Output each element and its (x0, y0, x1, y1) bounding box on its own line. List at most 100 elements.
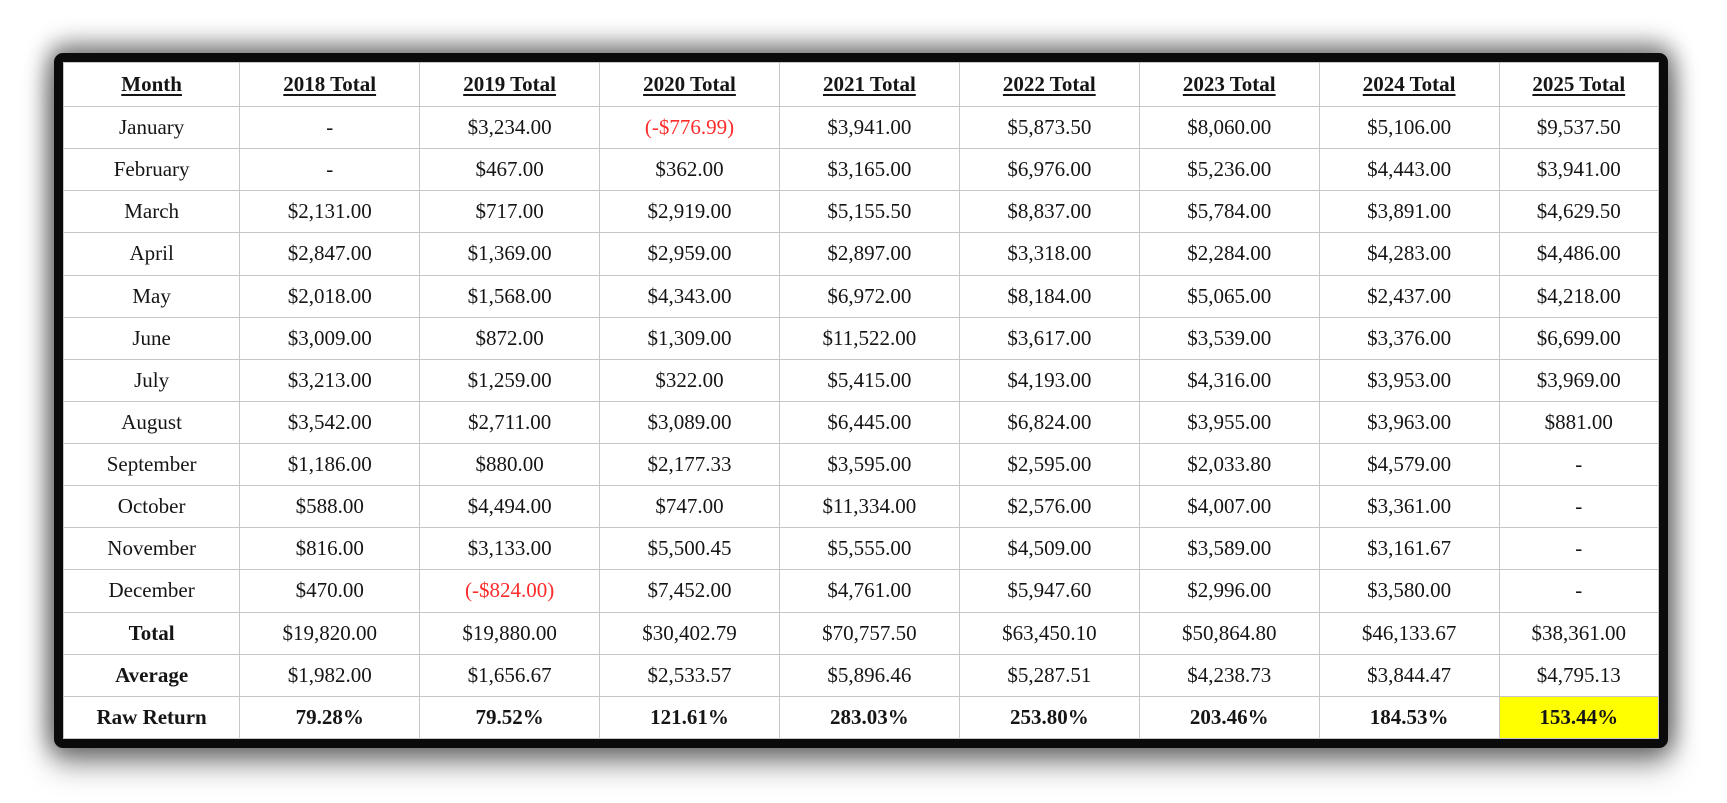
cell-february-2021-total: $3,165.00 (778, 148, 960, 192)
cell-july-2021-total: $5,415.00 (778, 358, 960, 402)
cell-raw-return-2024-total: 184.53% (1318, 695, 1500, 740)
cell-may-2024-total: $2,437.00 (1318, 274, 1500, 318)
results-table-frame: Month 2018 Total 2019 Total 2020 Total 2021 … (54, 53, 1668, 748)
cell-september-2025-total: - (1498, 442, 1660, 487)
row-label-average: Average (62, 653, 241, 697)
cell-december-2020-total: $7,452.00 (599, 569, 780, 613)
cell-average-2022-total: $5,287.51 (958, 653, 1140, 697)
cell-december-2023-total: $2,996.00 (1138, 569, 1320, 613)
cell-june-2018-total: $3,009.00 (239, 316, 421, 360)
cell-total-2025-total: $38,361.00 (1498, 611, 1660, 655)
cell-total-2022-total: $63,450.10 (958, 611, 1140, 655)
table-row-average: Average $1,982.00 $1,656.67 $2,533.57 $5,896… (62, 653, 1660, 697)
cell-february-2018-total: - (239, 148, 421, 192)
cell-february-2019-total: $467.00 (419, 148, 601, 192)
cell-april-2022-total: $3,318.00 (958, 232, 1140, 276)
column-header-month: Month (62, 62, 241, 107)
row-label-august: August (62, 400, 241, 445)
column-header-2022-total: 2022 Total (958, 62, 1140, 107)
cell-march-2025-total: $4,629.50 (1498, 190, 1660, 234)
cell-october-2025-total: - (1498, 485, 1660, 529)
cell-september-2023-total: $2,033.80 (1138, 442, 1320, 487)
row-label-july: July (62, 358, 241, 402)
cell-february-2024-total: $4,443.00 (1318, 148, 1500, 192)
cell-october-2020-total: $747.00 (599, 485, 780, 529)
cell-total-2020-total: $30,402.79 (599, 611, 780, 655)
cell-september-2019-total: $880.00 (419, 442, 601, 487)
cell-march-2021-total: $5,155.50 (778, 190, 960, 234)
cell-february-2022-total: $6,976.00 (958, 148, 1140, 192)
monthly-returns-table: Month 2018 Total 2019 Total 2020 Total 2021 … (62, 62, 1660, 740)
cell-average-2023-total: $4,238.73 (1138, 653, 1320, 697)
row-label-total: Total (62, 611, 241, 655)
row-label-april: April (62, 232, 241, 276)
table-row-may: May $2,018.00 $1,568.00 $4,343.00 $6,972.00 $… (62, 274, 1660, 318)
cell-april-2024-total: $4,283.00 (1318, 232, 1500, 276)
column-header-2019-total: 2019 Total (419, 62, 601, 107)
cell-december-2019-total: (-$824.00) (419, 569, 601, 613)
cell-august-2021-total: $6,445.00 (778, 400, 960, 445)
cell-january-2018-total: - (239, 105, 421, 150)
cell-total-2018-total: $19,820.00 (239, 611, 421, 655)
cell-march-2022-total: $8,837.00 (958, 190, 1140, 234)
cell-december-2021-total: $4,761.00 (778, 569, 960, 613)
column-header-2025-total: 2025 Total (1498, 62, 1660, 107)
row-label-january: January (62, 105, 241, 150)
cell-may-2021-total: $6,972.00 (778, 274, 960, 318)
cell-january-2021-total: $3,941.00 (778, 105, 960, 150)
column-header-2018-total: 2018 Total (239, 62, 421, 107)
cell-average-2019-total: $1,656.67 (419, 653, 601, 697)
table-row-april: April $2,847.00 $1,369.00 $2,959.00 $2,897.0… (62, 232, 1660, 276)
cell-raw-return-2020-total: 121.61% (599, 695, 780, 740)
cell-october-2022-total: $2,576.00 (958, 485, 1140, 529)
cell-december-2025-total: - (1498, 569, 1660, 613)
cell-july-2023-total: $4,316.00 (1138, 358, 1320, 402)
cell-february-2025-total: $3,941.00 (1498, 148, 1660, 192)
cell-march-2019-total: $717.00 (419, 190, 601, 234)
row-label-may: May (62, 274, 241, 318)
table-row-august: August $3,542.00 $2,711.00 $3,089.00 $6,445.… (62, 400, 1660, 445)
cell-august-2018-total: $3,542.00 (239, 400, 421, 445)
cell-july-2019-total: $1,259.00 (419, 358, 601, 402)
cell-march-2024-total: $3,891.00 (1318, 190, 1500, 234)
table-row-october: October $588.00 $4,494.00 $747.00 $11,334.00… (62, 485, 1660, 529)
table-body: January - $3,234.00 (-$776.99) $3,941.00 $5,8… (62, 105, 1660, 740)
cell-july-2018-total: $3,213.00 (239, 358, 421, 402)
column-header-2020-total: 2020 Total (599, 62, 780, 107)
cell-august-2025-total: $881.00 (1498, 400, 1660, 445)
cell-november-2022-total: $4,509.00 (958, 527, 1140, 571)
row-label-june: June (62, 316, 241, 360)
table-row-january: January - $3,234.00 (-$776.99) $3,941.00 $5,8… (62, 105, 1660, 150)
cell-total-2019-total: $19,880.00 (419, 611, 601, 655)
cell-average-2018-total: $1,982.00 (239, 653, 421, 697)
cell-average-2021-total: $5,896.46 (778, 653, 960, 697)
row-label-september: September (62, 442, 241, 487)
cell-june-2023-total: $3,539.00 (1138, 316, 1320, 360)
cell-may-2025-total: $4,218.00 (1498, 274, 1660, 318)
cell-april-2023-total: $2,284.00 (1138, 232, 1320, 276)
cell-september-2018-total: $1,186.00 (239, 442, 421, 487)
column-header-2021-total: 2021 Total (778, 62, 960, 107)
cell-march-2018-total: $2,131.00 (239, 190, 421, 234)
cell-february-2020-total: $362.00 (599, 148, 780, 192)
cell-october-2021-total: $11,334.00 (778, 485, 960, 529)
table-row-september: September $1,186.00 $880.00 $2,177.33 $3,595… (62, 442, 1660, 487)
cell-july-2025-total: $3,969.00 (1498, 358, 1660, 402)
table-row-november: November $816.00 $3,133.00 $5,500.45 $5,555.… (62, 527, 1660, 571)
header-row: Month 2018 Total 2019 Total 2020 Total 2021 … (62, 62, 1660, 107)
cell-march-2023-total: $5,784.00 (1138, 190, 1320, 234)
cell-raw-return-2018-total: 79.28% (239, 695, 421, 740)
cell-total-2023-total: $50,864.80 (1138, 611, 1320, 655)
cell-august-2019-total: $2,711.00 (419, 400, 601, 445)
cell-january-2020-total: (-$776.99) (599, 105, 780, 150)
row-label-november: November (62, 527, 241, 571)
cell-september-2021-total: $3,595.00 (778, 442, 960, 487)
row-label-march: March (62, 190, 241, 234)
cell-raw-return-2021-total: 283.03% (778, 695, 960, 740)
cell-july-2024-total: $3,953.00 (1318, 358, 1500, 402)
cell-january-2025-total: $9,537.50 (1498, 105, 1660, 150)
cell-june-2019-total: $872.00 (419, 316, 601, 360)
cell-july-2020-total: $322.00 (599, 358, 780, 402)
cell-december-2024-total: $3,580.00 (1318, 569, 1500, 613)
